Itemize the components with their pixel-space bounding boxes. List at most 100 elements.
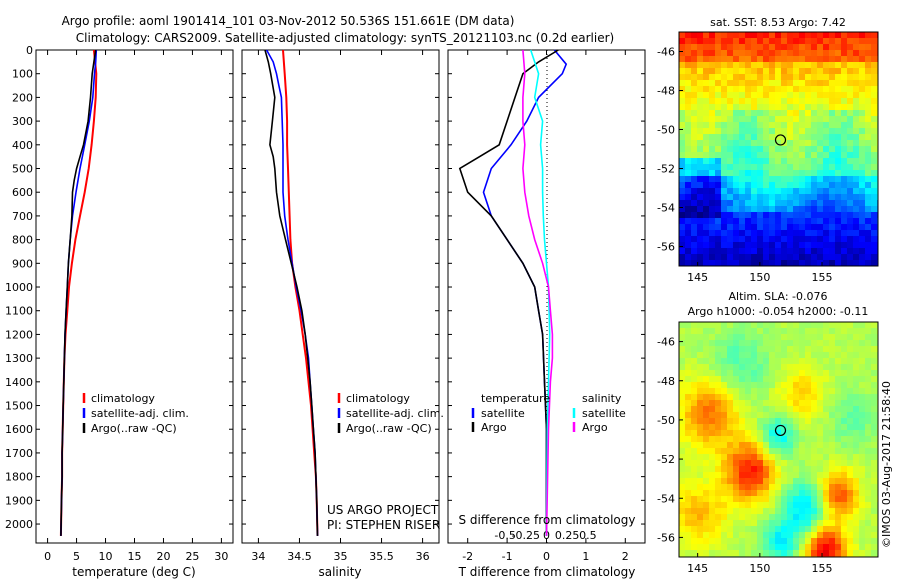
- x-tick-label: -2: [462, 550, 473, 563]
- heatmap-cell: [775, 122, 782, 129]
- heatmap-cell: [685, 382, 692, 389]
- heatmap-cell: [733, 182, 740, 189]
- heatmap-cell: [799, 116, 806, 123]
- series-line-argo-raw-qc-: [264, 49, 319, 536]
- heatmap-cell: [757, 370, 764, 377]
- heatmap-cell: [793, 448, 800, 455]
- heatmap-cell: [775, 502, 782, 509]
- heatmap-cell: [817, 460, 824, 467]
- heatmap-cell: [685, 146, 692, 153]
- heatmap-cell: [853, 364, 860, 371]
- heatmap-cell: [847, 248, 854, 255]
- heatmap-cell: [835, 358, 842, 365]
- heatmap-cell: [745, 466, 752, 473]
- heatmap-cell: [721, 364, 728, 371]
- heatmap-cell: [703, 352, 710, 359]
- heatmap-cell: [727, 466, 734, 473]
- heatmap-cell: [805, 224, 812, 231]
- heatmap-cell: [739, 200, 746, 207]
- heatmap-cell: [751, 176, 758, 183]
- heatmap-cell: [691, 152, 698, 159]
- heatmap-cell: [853, 254, 860, 261]
- heatmap-cell: [727, 62, 734, 69]
- heatmap-cell: [751, 460, 758, 467]
- heatmap-cell: [859, 32, 866, 39]
- heatmap-cell: [745, 68, 752, 75]
- heatmap-cell: [823, 32, 830, 39]
- heatmap-cell: [751, 484, 758, 491]
- heatmap-cell: [691, 460, 698, 467]
- heatmap-cell: [865, 140, 872, 147]
- heatmap-cell: [829, 146, 836, 153]
- heatmap-cell: [727, 382, 734, 389]
- heatmap-cell: [871, 484, 878, 491]
- heatmap-cell: [709, 140, 716, 147]
- heatmap-cell: [685, 364, 692, 371]
- heatmap-cell: [787, 224, 794, 231]
- heatmap-cell: [787, 200, 794, 207]
- heatmap-cell: [859, 182, 866, 189]
- heatmap-cell: [805, 412, 812, 419]
- heatmap-cell: [829, 62, 836, 69]
- heatmap-cell: [775, 230, 782, 237]
- heatmap-cell: [805, 346, 812, 353]
- heatmap-cell: [685, 188, 692, 195]
- heatmap-cell: [751, 442, 758, 449]
- heatmap-cell: [841, 182, 848, 189]
- heatmap-cell: [745, 352, 752, 359]
- heatmap-cell: [835, 544, 842, 551]
- heatmap-cell: [757, 406, 764, 413]
- heatmap-cell: [697, 98, 704, 105]
- heatmap-cell: [697, 80, 704, 87]
- heatmap-cell: [787, 538, 794, 545]
- heatmap-cell: [835, 32, 842, 39]
- heatmap-cell: [733, 448, 740, 455]
- heatmap-cell: [787, 418, 794, 425]
- heatmap-cell: [793, 182, 800, 189]
- heatmap-cell: [691, 508, 698, 515]
- heatmap-cell: [685, 478, 692, 485]
- heatmap-cell: [841, 334, 848, 341]
- heatmap-cell: [841, 490, 848, 497]
- heatmap-cell: [769, 44, 776, 51]
- heatmap-cell: [757, 230, 764, 237]
- heatmap-cell: [727, 224, 734, 231]
- heatmap-cell: [775, 152, 782, 159]
- heatmap-cell: [811, 532, 818, 539]
- heatmap-cell: [787, 532, 794, 539]
- heatmap-cell: [781, 254, 788, 261]
- heatmap-cell: [721, 104, 728, 111]
- heatmap-cell: [733, 538, 740, 545]
- heatmap-cell: [817, 538, 824, 545]
- heatmap-cell: [835, 146, 842, 153]
- heatmap-cell: [691, 56, 698, 63]
- heatmap-cell: [823, 128, 830, 135]
- heatmap-cell: [805, 352, 812, 359]
- heatmap-cell: [847, 38, 854, 45]
- heatmap-cell: [763, 200, 770, 207]
- heatmap-cell: [811, 478, 818, 485]
- heatmap-cell: [697, 122, 704, 129]
- heatmap-cell: [853, 86, 860, 93]
- heatmap-cell: [715, 170, 722, 177]
- heatmap-cell: [757, 448, 764, 455]
- heatmap-cell: [769, 200, 776, 207]
- heatmap-cell: [829, 352, 836, 359]
- heatmap-cell: [691, 68, 698, 75]
- heatmap-cell: [715, 460, 722, 467]
- heatmap-cell: [817, 514, 824, 521]
- heatmap-cell: [829, 248, 836, 255]
- heatmap-cell: [787, 248, 794, 255]
- heatmap-cell: [847, 176, 854, 183]
- legend-label: Argo: [582, 421, 608, 434]
- heatmap-cell: [703, 424, 710, 431]
- heatmap-cell: [691, 436, 698, 443]
- heatmap-cell: [823, 74, 830, 81]
- heatmap-cell: [709, 346, 716, 353]
- heatmap-cell: [733, 206, 740, 213]
- heatmap-cell: [829, 538, 836, 545]
- heatmap-cell: [751, 496, 758, 503]
- heatmap-cell: [751, 38, 758, 45]
- heatmap-cell: [781, 62, 788, 69]
- heatmap-cell: [787, 478, 794, 485]
